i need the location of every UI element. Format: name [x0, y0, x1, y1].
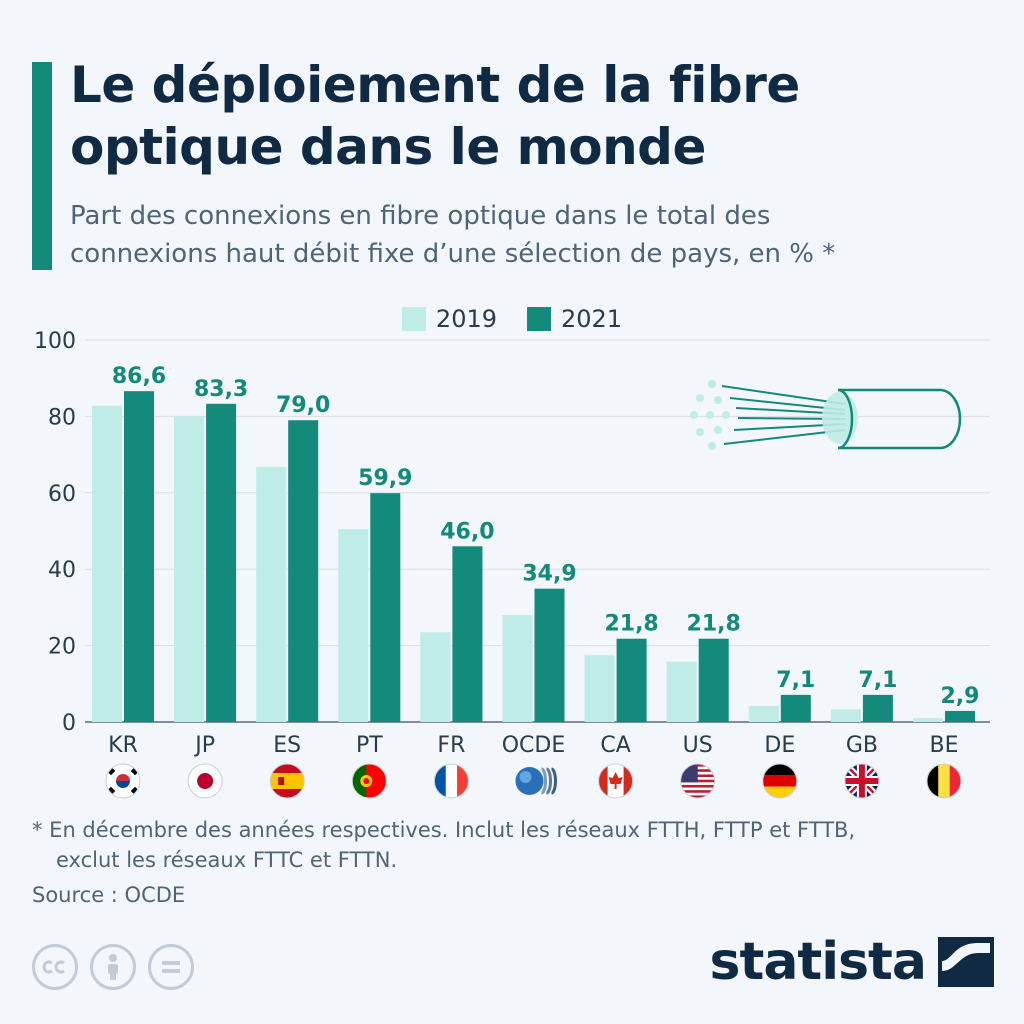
data-label-KR: 86,6 — [112, 364, 166, 389]
statista-brand: statista — [710, 932, 994, 992]
bar-2019-BE — [913, 718, 943, 722]
canada-flag-icon — [598, 763, 634, 799]
bar-2021-GB — [862, 694, 893, 722]
uk-flag-icon — [844, 763, 880, 799]
data-label-JP: 83,3 — [194, 377, 248, 402]
legend-item-2021: 2021 — [527, 305, 622, 333]
bar-2019-KR — [92, 405, 122, 722]
x-tick-label-GB: GB — [846, 733, 878, 758]
x-tick-label-CA: CA — [600, 733, 630, 758]
bar-2019-GB — [830, 709, 861, 722]
x-tick-label-PT: PT — [356, 733, 383, 758]
usa-flag-icon — [680, 763, 716, 799]
data-label-US: 21,8 — [687, 612, 741, 637]
chart-legend: 2019 2021 — [0, 305, 1024, 333]
data-label-DE: 7,1 — [776, 668, 815, 693]
japan-flag-icon — [187, 763, 223, 799]
x-tick-label-US: US — [683, 733, 713, 758]
data-label-ES: 79,0 — [276, 393, 330, 418]
france-flag-icon — [433, 763, 469, 799]
bar-2021-BE — [945, 710, 975, 722]
license-icons — [32, 944, 194, 990]
data-label-PT: 59,9 — [358, 466, 412, 491]
bar-2019-FR — [420, 632, 451, 722]
country-flags — [105, 763, 962, 799]
data-label-OCDE: 34,9 — [522, 562, 576, 587]
legend-label-2019: 2019 — [435, 305, 497, 333]
bar-2021-JP — [206, 403, 237, 722]
x-tick-label-KR: KR — [108, 733, 138, 758]
x-tick-label-BE: BE — [930, 733, 959, 758]
y-tick-label: 80 — [48, 405, 76, 430]
bar-2021-ES — [288, 420, 319, 722]
y-tick-label: 100 — [34, 329, 76, 354]
belgium-flag-icon — [926, 763, 962, 799]
bar-2019-OCDE — [502, 615, 533, 722]
x-tick-label-FR: FR — [437, 733, 465, 758]
data-label-CA: 21,8 — [604, 612, 658, 637]
data-label-BE: 2,9 — [941, 684, 980, 709]
bar-2021-PT — [370, 493, 401, 722]
title-accent-bar — [32, 62, 52, 270]
y-tick-label: 40 — [48, 558, 76, 583]
y-tick-label: 0 — [62, 711, 76, 736]
statista-wordmark: statista — [709, 932, 927, 992]
no-derivatives-icon[interactable] — [148, 944, 194, 990]
bar-2021-DE — [780, 694, 811, 722]
bar-2021-CA — [616, 638, 647, 722]
title-line-2: optique dans le monde — [70, 118, 706, 176]
attribution-icon[interactable] — [90, 944, 136, 990]
x-tick-label-ES: ES — [273, 733, 301, 758]
y-tick-label: 20 — [48, 635, 76, 660]
data-label-GB: 7,1 — [858, 668, 897, 693]
x-tick-label-JP: JP — [193, 733, 215, 758]
fiber-optic-cable-icon — [690, 380, 962, 450]
legend-label-2021: 2021 — [561, 305, 623, 333]
legend-item-2019: 2019 — [401, 305, 497, 333]
germany-flag-icon — [762, 763, 798, 799]
bar-2019-PT — [338, 529, 369, 722]
bar-2021-FR — [452, 546, 483, 722]
bar-2019-CA — [584, 655, 615, 722]
data-label-FR: 46,0 — [440, 519, 494, 544]
y-tick-label: 60 — [48, 482, 76, 507]
legend-swatch-2019 — [401, 307, 426, 331]
spain-flag-icon — [269, 763, 305, 799]
footnote-line-2: exclut les réseaux FTTC et FTTN. — [56, 848, 398, 872]
bar-2019-DE — [748, 705, 779, 722]
bar-2021-KR — [124, 391, 154, 722]
bar-2019-US — [666, 661, 697, 722]
bar-2019-JP — [174, 416, 205, 722]
subtitle-line-1: Part des connexions en fibre optique dan… — [70, 201, 771, 231]
chart-labels: 86,6 KR 83,3 JP 79,0 ES 59,9 PT 46,0 FR 34,9 OCDE 21… — [108, 364, 979, 758]
source-note: Source : OCDE — [32, 883, 186, 907]
x-tick-label-OCDE: OCDE — [502, 733, 566, 758]
portugal-flag-icon — [351, 763, 387, 799]
footnote-line-1: * En décembre des années respectives. In… — [32, 818, 856, 842]
chart-title: Le déploiement de la fibre optique dans … — [70, 54, 990, 178]
bar-2021-US — [698, 638, 729, 722]
bar-2019-ES — [256, 466, 287, 722]
bar-2021-OCDE — [534, 588, 565, 722]
subtitle-line-2: connexions haut débit fixe d’une sélecti… — [70, 239, 836, 269]
statista-logo-icon — [938, 937, 994, 987]
south-korea-flag-icon — [105, 763, 141, 799]
oecd-logo-icon — [515, 767, 557, 795]
legend-swatch-2021 — [527, 307, 551, 331]
creative-commons-icon[interactable] — [32, 944, 78, 990]
title-line-1: Le déploiement de la fibre — [70, 56, 800, 114]
footnote: * En décembre des années respectives. In… — [32, 815, 1002, 875]
x-tick-label-DE: DE — [764, 733, 795, 758]
chart-subtitle: Part des connexions en fibre optique dan… — [70, 197, 1010, 273]
chart-bars — [92, 391, 975, 722]
